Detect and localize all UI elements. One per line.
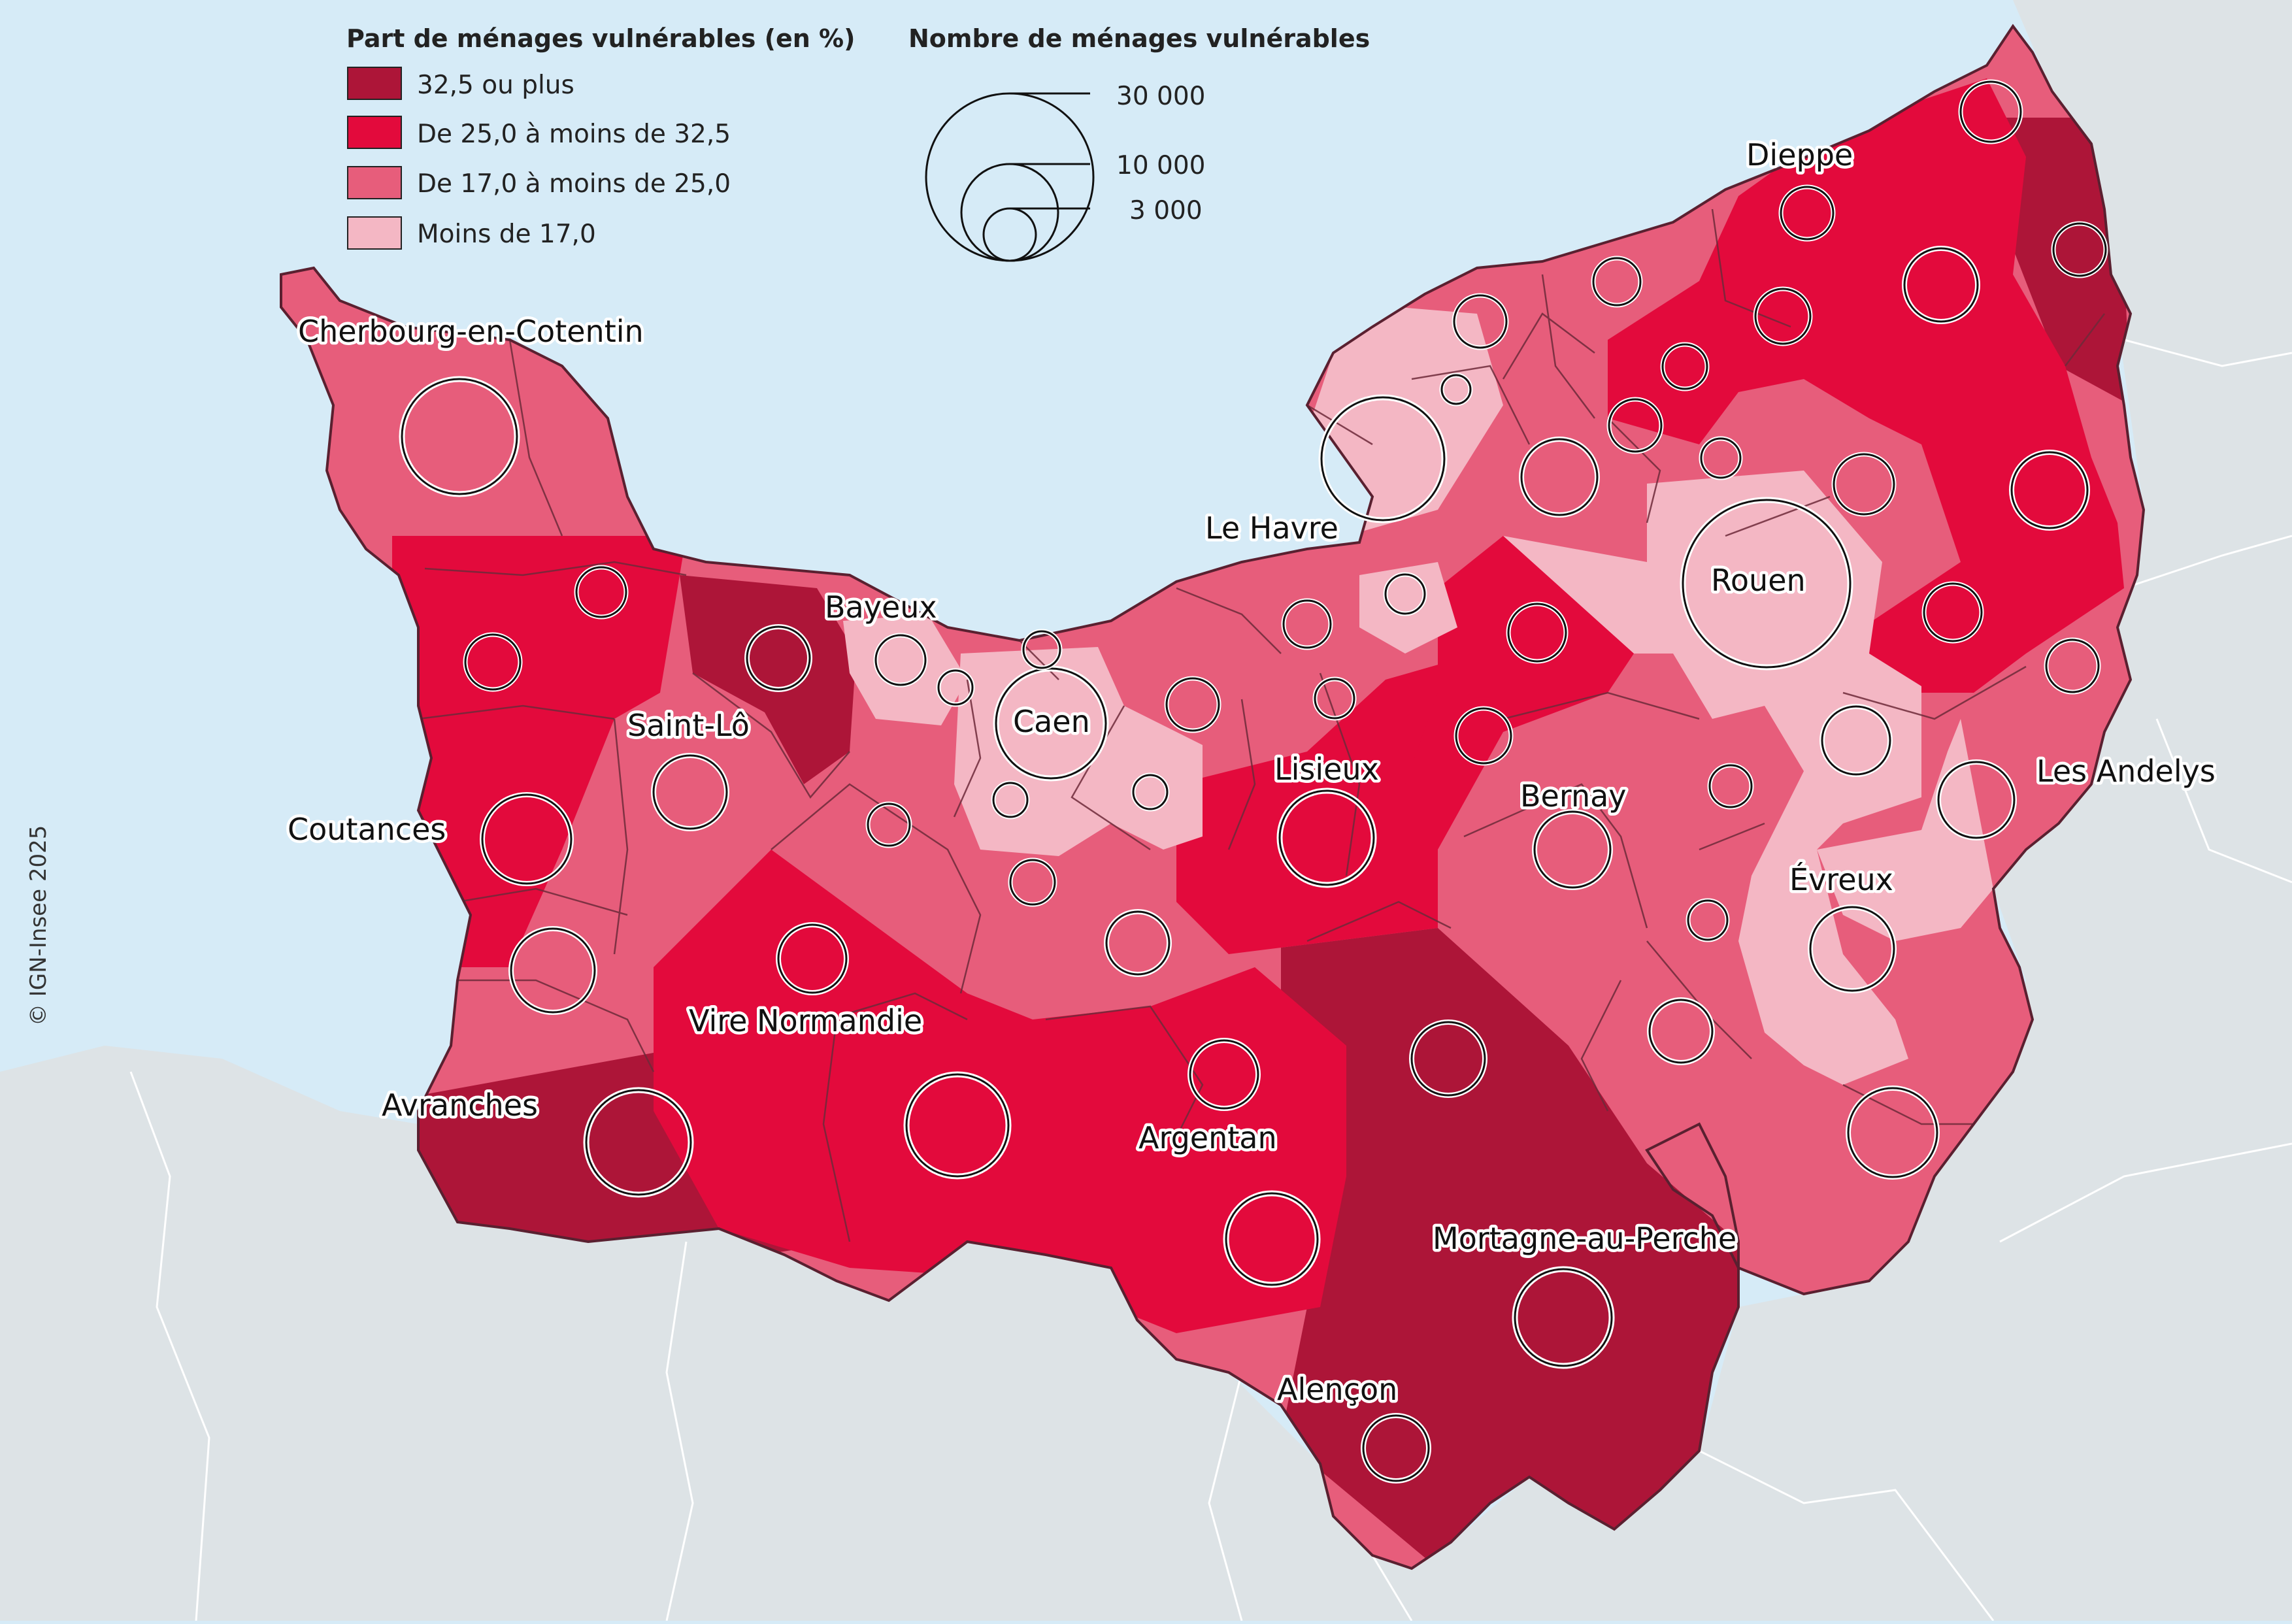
city-label-coutances: Coutances <box>288 812 446 847</box>
city-label-avranches: Avranches <box>382 1087 538 1123</box>
city-label-caen: Caen <box>1013 704 1090 739</box>
city-label-le-havre: Le Havre <box>1205 510 1338 546</box>
city-label-mortagne: Mortagne-au-Perche <box>1433 1221 1736 1256</box>
legend-size-label-3000: 3 000 <box>1129 196 1203 225</box>
legend-swatch-2 <box>348 116 401 148</box>
legend-size-label-30000: 30 000 <box>1116 82 1205 111</box>
city-label-evreux: Évreux <box>1789 862 1893 897</box>
legend-class-1: 32,5 ou plus <box>348 67 574 100</box>
city-label-bernay: Bernay <box>1520 778 1627 814</box>
city-label-dieppe: Dieppe <box>1746 137 1853 173</box>
city-label-bayeux: Bayeux <box>825 589 937 625</box>
legend-count-title: Nombre de ménages vulnérables <box>908 24 1370 53</box>
legend-class-1-label: 32,5 ou plus <box>417 71 574 100</box>
legend-swatch-3 <box>348 167 401 199</box>
city-label-les-andelys: Les Andelys <box>2036 754 2216 789</box>
city-label-cherbourg: Cherbourg-en-Cotentin <box>298 314 644 349</box>
city-label-rouen: Rouen <box>1711 563 1806 598</box>
city-label-saint-lo: Saint-Lô <box>627 708 750 743</box>
legend-class-3-label: De 17,0 à moins de 25,0 <box>417 169 731 199</box>
copyright-credit: © IGN-Insee 2025 <box>25 825 52 1026</box>
city-label-alencon: Alençon <box>1277 1372 1397 1407</box>
legend-class-4-label: Moins de 17,0 <box>417 220 596 249</box>
city-label-vire: Vire Normandie <box>689 1003 922 1038</box>
city-label-lisieux: Lisieux <box>1274 752 1379 787</box>
legend-share-title: Part de ménages vulnérables (en %) <box>346 24 855 53</box>
legend-swatch-1 <box>348 67 401 99</box>
legend-class-2-label: De 25,0 à moins de 32,5 <box>417 120 731 149</box>
city-label-argentan: Argentan <box>1138 1120 1277 1155</box>
legend-swatch-4 <box>348 217 401 249</box>
legend-class-4: Moins de 17,0 <box>348 217 596 249</box>
legend-size-label-10000: 10 000 <box>1116 151 1205 180</box>
